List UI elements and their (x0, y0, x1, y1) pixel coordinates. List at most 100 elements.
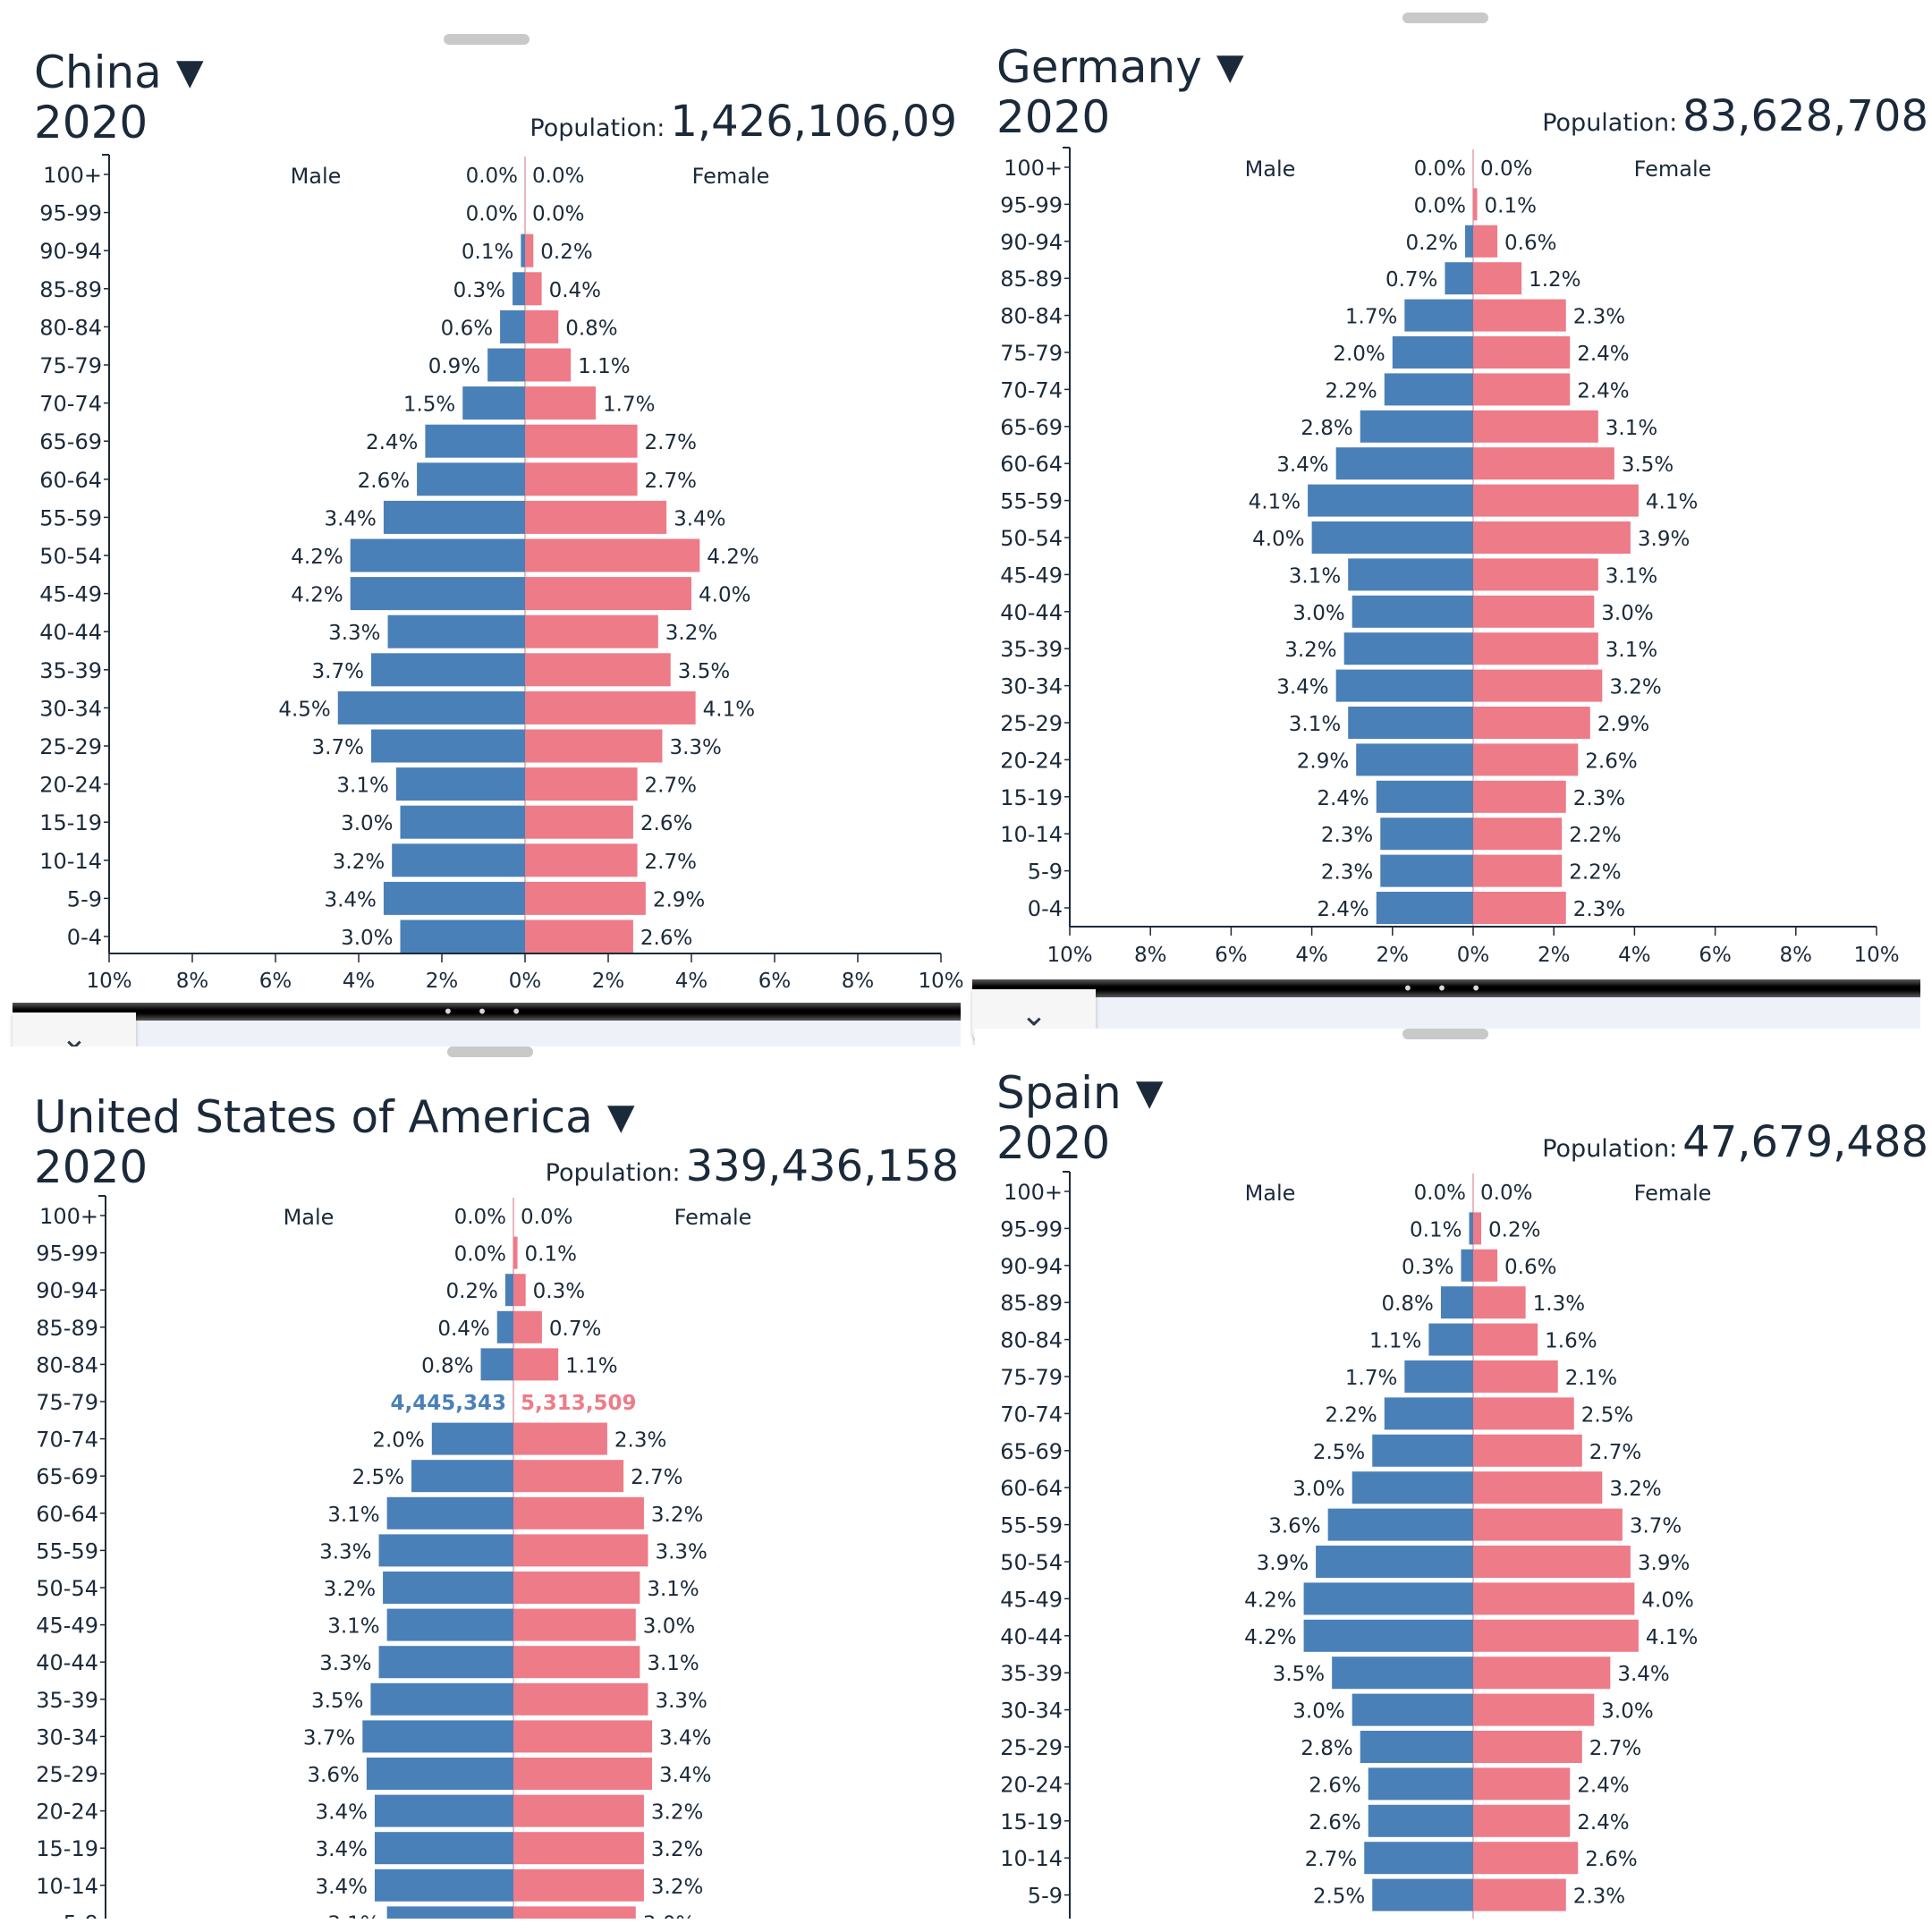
male-bar (1461, 1249, 1473, 1282)
country-selector[interactable]: China ▼ (34, 47, 204, 98)
age-group-label: 60-64 (1000, 1476, 1063, 1501)
female-value-label: 2.3% (1573, 898, 1625, 921)
female-value-label: 0.6% (1504, 1256, 1556, 1279)
female-bar (1473, 595, 1595, 628)
male-bar (337, 691, 525, 724)
panel-resize-divider[interactable]: • • • (972, 979, 1920, 997)
female-bar (513, 1348, 559, 1381)
male-value-label: 0.2% (445, 1280, 497, 1303)
female-value-label: 3.2% (651, 1876, 703, 1899)
female-value-label: 2.7% (645, 470, 697, 493)
female-value-label: 3.1% (1606, 564, 1657, 588)
male-header: Male (291, 164, 342, 189)
female-bar (525, 653, 671, 687)
male-value-label: 0.4% (437, 1318, 489, 1341)
female-value-label: 3.2% (1609, 676, 1661, 699)
female-value-label: 2.4% (1577, 1774, 1629, 1797)
x-tick-label: 6% (758, 970, 792, 993)
female-value-label: 1.1% (565, 1354, 617, 1377)
male-bar (392, 843, 525, 877)
drag-handle[interactable] (1402, 1029, 1488, 1039)
female-bar (525, 424, 638, 458)
male-bar (386, 1608, 513, 1641)
country-selector[interactable]: United States of America ▼ (34, 1091, 635, 1143)
x-tick-label: 4% (1295, 944, 1328, 967)
male-bar (1335, 669, 1473, 702)
male-bar (504, 1274, 513, 1307)
female-bar (1473, 1360, 1558, 1393)
female-value-label: 3.0% (1601, 1700, 1653, 1724)
male-bar (362, 1720, 513, 1753)
male-bar (395, 767, 525, 801)
male-value-label: 3.4% (1276, 453, 1328, 477)
x-tick-label: 2% (1377, 944, 1410, 967)
female-bar (513, 1460, 624, 1493)
country-selector[interactable]: Spain ▼ (996, 1067, 1163, 1119)
male-bar (462, 386, 525, 420)
male-bar (374, 1794, 513, 1827)
age-group-label: 100+ (1004, 156, 1063, 181)
pyramid-chart: Male Female 100+ 0.0% 0.0% 95-99 0.0% 0.0% 90-94… (39, 154, 964, 993)
drag-handle[interactable] (1402, 13, 1488, 23)
male-value-label: 2.3% (1321, 824, 1373, 847)
country-selector[interactable]: Germany ▼ (996, 41, 1244, 93)
male-value-label: 3.0% (1292, 1700, 1344, 1724)
male-value-label: 0.3% (1402, 1256, 1453, 1279)
male-bar (387, 614, 525, 648)
male-value-label: 0.0% (454, 1243, 506, 1267)
drag-handle[interactable] (447, 1046, 533, 1057)
male-bar (1316, 1546, 1473, 1578)
female-value-label: 4.2% (707, 546, 758, 569)
male-bar (1303, 1619, 1473, 1652)
male-value-label: 3.0% (341, 812, 393, 835)
drag-handle[interactable] (444, 34, 530, 45)
male-bar (378, 1534, 513, 1567)
male-value-label: 2.9% (1297, 750, 1349, 773)
female-value-label: 0.4% (549, 279, 601, 302)
male-value-label: 1.5% (403, 394, 455, 417)
male-bar (400, 805, 525, 839)
female-value-label: 2.7% (645, 851, 697, 874)
pyramid-chart: Male Female 100+ 0.0% 0.0% 95-99 0.1% 0.2% 90-94… (1000, 1171, 1711, 1919)
age-group-label: 95-99 (36, 1241, 98, 1267)
female-value-label: 3.2% (651, 1801, 703, 1825)
age-group-label: 70-74 (1000, 377, 1063, 402)
female-bar (513, 1720, 653, 1753)
female-value-label: 3.2% (651, 1838, 703, 1861)
male-value-label: 2.2% (1325, 379, 1377, 402)
male-bar (1464, 225, 1473, 258)
age-group-label: 50-54 (36, 1576, 98, 1601)
age-group-label: 90-94 (36, 1278, 98, 1303)
female-value-label: 2.1% (1565, 1367, 1617, 1390)
age-group-label: 70-74 (39, 392, 102, 417)
male-value-label: 3.2% (333, 851, 385, 874)
pyramid-chart: Male Female 100+ 0.0% 0.0% 95-99 0.0% 0.1% 90-94… (1000, 147, 1900, 967)
male-bar (1360, 410, 1473, 443)
age-group-label: 25-29 (1000, 1735, 1063, 1760)
male-value-label: 3.7% (312, 736, 364, 759)
age-group-label: 50-54 (39, 544, 102, 569)
age-group-label: 85-89 (36, 1316, 98, 1341)
male-value-label: 0.8% (1381, 1292, 1433, 1316)
male-bar (1376, 780, 1473, 813)
female-bar (1473, 743, 1579, 776)
female-bar (1473, 373, 1571, 406)
female-value-label: 3.1% (647, 1578, 699, 1601)
male-value-label: 3.1% (336, 775, 388, 798)
female-bar (1473, 188, 1478, 221)
male-value-label: 3.4% (316, 1838, 368, 1861)
age-group-label: 75-79 (36, 1390, 98, 1415)
male-value-label: 3.7% (312, 660, 364, 683)
female-bar (1473, 1804, 1571, 1837)
male-value-label: 3.0% (1292, 1478, 1344, 1501)
male-value-label: 4.2% (1244, 1589, 1296, 1612)
male-bar (374, 1868, 513, 1902)
male-value-label: 2.6% (358, 470, 410, 493)
male-value-label: 2.5% (1313, 1441, 1365, 1464)
age-group-label: 90-94 (1000, 1254, 1063, 1279)
panel-resize-divider[interactable]: • • • (13, 1003, 961, 1021)
age-group-label: 5-9 (64, 1911, 98, 1919)
female-value-label: 2.3% (614, 1429, 666, 1453)
x-tick-label: 6% (1215, 944, 1248, 967)
female-value-label: 2.4% (1577, 379, 1629, 402)
